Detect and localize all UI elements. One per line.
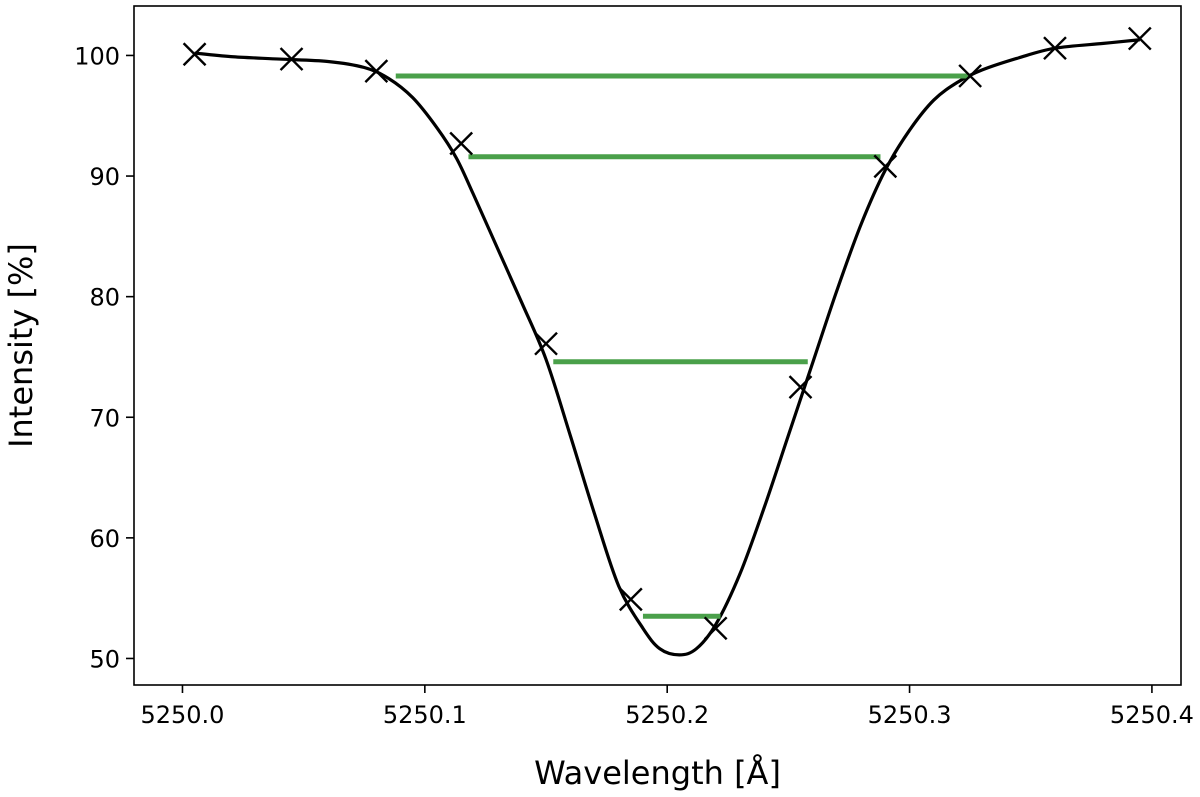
x-tick-label: 5250.2: [625, 701, 709, 729]
sample-marker: [1127, 26, 1152, 51]
plot-area: [182, 26, 1152, 657]
sample-marker: [534, 331, 558, 356]
sample-marker: [1043, 36, 1067, 61]
x-axis-label: Wavelength [Å]: [534, 754, 781, 792]
sample-marker: [703, 616, 728, 641]
sample-marker: [279, 47, 304, 71]
sample-marker: [182, 42, 207, 67]
sample-marker: [958, 64, 982, 88]
sample-marker: [788, 375, 813, 399]
axes-frame: [133, 5, 1182, 686]
x-tick-label: 5250.1: [383, 701, 467, 729]
x-tick-label: 5250.4: [1110, 701, 1194, 729]
profile-line: [194, 38, 1140, 657]
y-tick-label: 100: [74, 42, 120, 70]
sample-marker: [873, 154, 898, 179]
y-axis-label: Intensity [%]: [2, 243, 40, 448]
sample-marker: [364, 59, 389, 83]
x-tick-label: 5250.0: [140, 701, 224, 729]
axis-ticks: 5250.0 5250.1 5250.2 5250.3 5250.4 50 60 70 80 90…: [74, 42, 1194, 729]
x-tick-label: 5250.3: [868, 701, 952, 729]
y-tick-label: 70: [89, 404, 120, 432]
sample-marker: [618, 587, 643, 612]
y-tick-label: 60: [89, 525, 120, 553]
sample-marker: [449, 131, 474, 156]
y-tick-label: 50: [89, 645, 120, 673]
y-tick-label: 80: [89, 284, 120, 312]
y-tick-label: 90: [89, 163, 120, 191]
